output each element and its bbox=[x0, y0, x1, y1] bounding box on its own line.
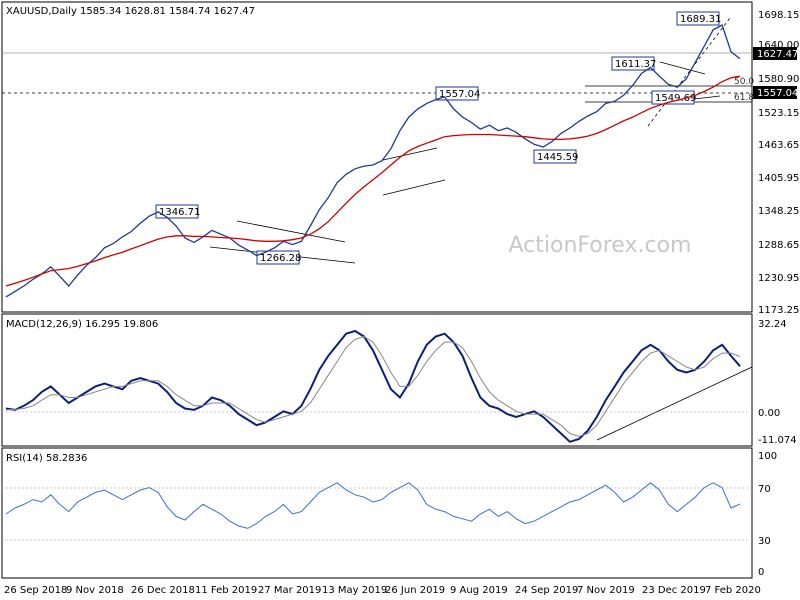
x-tick-label: 11 Feb 2019 bbox=[195, 585, 257, 596]
price-y-tick: 1640.00 bbox=[758, 40, 799, 51]
annotation-label: 1689.31 bbox=[680, 14, 721, 25]
rsi-y-axis: 100 70 30 0 bbox=[758, 451, 777, 578]
fib-diagonal-line bbox=[647, 17, 731, 127]
x-tick-label: 24 Sep 2019 bbox=[515, 585, 578, 596]
x-tick-label: 7 Feb 2020 bbox=[705, 585, 761, 596]
fib-50-label: 50.0 bbox=[734, 77, 754, 87]
flag-top-line bbox=[382, 147, 438, 161]
macd-panel-frame bbox=[1, 313, 753, 447]
macd-signal-line bbox=[5, 335, 741, 437]
x-tick-label: 13 May 2019 bbox=[322, 585, 387, 596]
rsi-panel-frame bbox=[1, 447, 753, 579]
flag-bottom-line bbox=[382, 179, 446, 196]
price-y-tick: 1463.65 bbox=[758, 140, 799, 151]
price-title: XAUUSD,Daily 1585.34 1628.81 1584.74 162… bbox=[6, 6, 255, 17]
level-price-badge bbox=[753, 86, 797, 99]
price-y-tick: 1173.25 bbox=[758, 305, 799, 316]
price-y-tick: 1698.15 bbox=[758, 10, 799, 21]
rsi-y-tick: 30 bbox=[758, 536, 771, 547]
macd-line bbox=[5, 329, 741, 443]
x-tick-label: 23 Dec 2019 bbox=[642, 585, 706, 596]
wedge-top-line bbox=[236, 220, 346, 243]
moving-average-line bbox=[5, 75, 741, 287]
price-panel-frame bbox=[1, 1, 753, 313]
level-price-label: 1557.04 bbox=[757, 88, 798, 99]
price-y-tick: 1405.95 bbox=[758, 173, 799, 184]
x-tick-label: 26 Sep 2018 bbox=[4, 585, 67, 596]
watermark: ActionForex.com bbox=[509, 233, 692, 258]
annotation-label: 1611.37 bbox=[615, 59, 656, 70]
current-price-label: 1627.47 bbox=[757, 49, 798, 60]
annotation-label: 1445.59 bbox=[537, 152, 578, 163]
trend-lines bbox=[209, 17, 753, 441]
price-y-axis: 1698.15 1640.00 1580.90 1523.15 1463.65 … bbox=[758, 10, 799, 316]
x-tick-label: 26 Jun 2019 bbox=[385, 585, 445, 596]
macd-trend-line bbox=[596, 366, 753, 441]
x-tick-label: 27 Mar 2019 bbox=[258, 585, 321, 596]
price-annotations: 1689.31 1611.37 1557.04 1549.69 1445.59 … bbox=[155, 11, 721, 265]
macd-y-axis: 32.24 0.00 -11.074 bbox=[758, 319, 797, 446]
price-y-tick: 1288.65 bbox=[758, 240, 799, 251]
macd-y-tick: 32.24 bbox=[758, 319, 787, 330]
macd-title: MACD(12,26,9) 16.295 19.806 bbox=[6, 319, 158, 330]
rsi-y-tick: 70 bbox=[758, 484, 771, 495]
macd-y-tick: 0.00 bbox=[758, 408, 780, 419]
x-axis: 26 Sep 2018 9 Nov 2018 26 Dec 2018 11 Fe… bbox=[4, 585, 761, 596]
annotation-label: 1266.28 bbox=[260, 253, 301, 264]
annotation-label: 1549.69 bbox=[655, 93, 696, 104]
price-y-tick: 1230.95 bbox=[758, 273, 799, 284]
current-price-badge bbox=[753, 47, 797, 60]
fib-618-label: 61.8 bbox=[734, 93, 754, 103]
annotation-label: 1557.04 bbox=[439, 89, 480, 100]
x-tick-label: 26 Dec 2018 bbox=[131, 585, 195, 596]
macd-y-tick: -11.074 bbox=[758, 435, 797, 446]
x-tick-label: 7 Nov 2019 bbox=[577, 585, 635, 596]
price-y-tick: 1523.15 bbox=[758, 108, 799, 119]
rsi-line bbox=[5, 482, 741, 529]
rsi-y-tick: 100 bbox=[758, 451, 777, 462]
price-y-tick: 1580.90 bbox=[758, 74, 799, 85]
rsi-y-tick: 0 bbox=[758, 567, 764, 578]
x-tick-label: 9 Aug 2019 bbox=[450, 585, 508, 596]
series-layer bbox=[5, 24, 741, 529]
triangle-top-line bbox=[659, 61, 706, 75]
rsi-title: RSI(14) 58.2836 bbox=[6, 453, 87, 464]
x-tick-label: 9 Nov 2018 bbox=[66, 585, 124, 596]
price-line bbox=[5, 24, 741, 298]
annotation-label: 1346.71 bbox=[159, 207, 200, 218]
price-y-tick: 1348.25 bbox=[758, 206, 799, 217]
